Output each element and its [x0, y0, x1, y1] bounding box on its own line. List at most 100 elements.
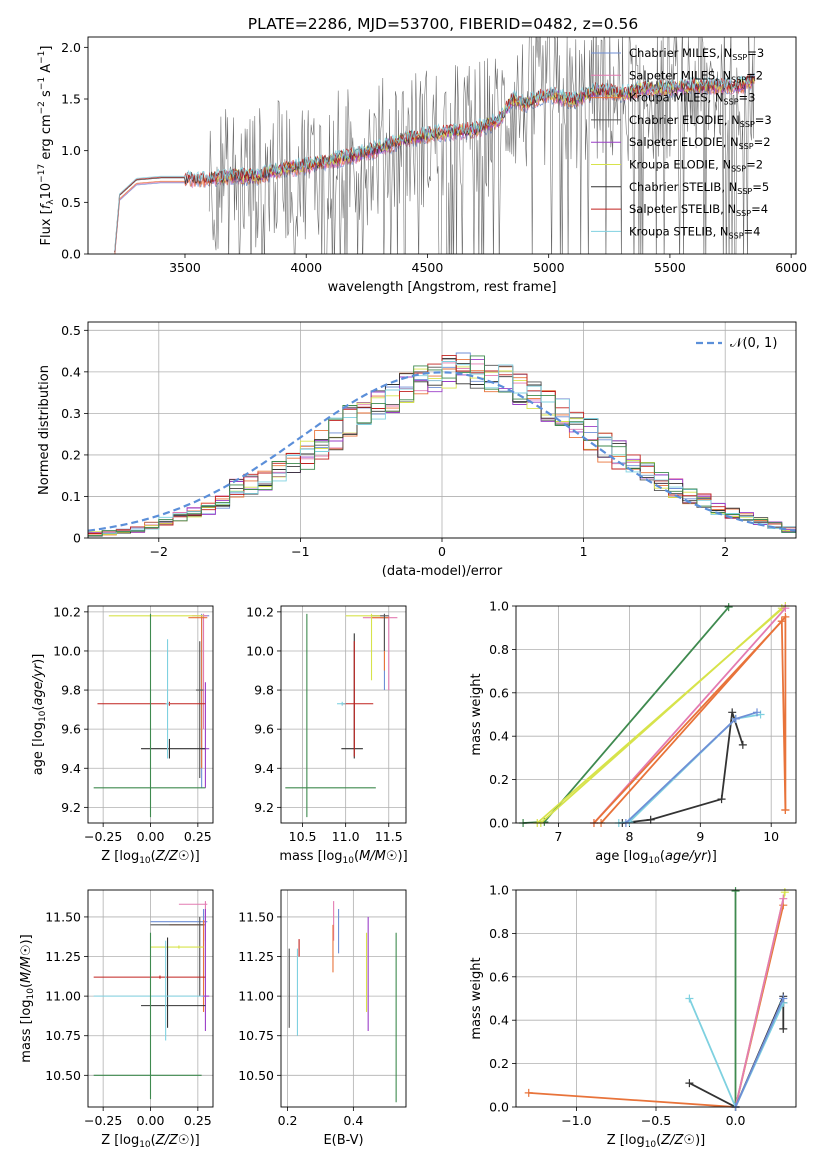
series-marker	[728, 708, 737, 717]
x-tick-label: 0.4	[343, 1113, 363, 1128]
legend-label: Chabrier ELODIE, NSSP=3	[629, 113, 772, 129]
axes-frame	[87, 36, 797, 255]
y-axis-label: age [log10(age/yr)]	[31, 654, 48, 776]
series-marker	[779, 1024, 788, 1033]
y-tick-label: 0.0	[61, 247, 81, 262]
series-marker	[738, 740, 747, 749]
y-tick-label: 9.6	[61, 722, 81, 737]
series-marker	[756, 710, 765, 719]
y-tick-label: 9.4	[61, 761, 81, 776]
y-tick-label: 10.75	[238, 1028, 274, 1043]
mass-weight-vs-age-panel: 7 8 9 10 0.0 0.2 0.4 0.6 0.8 1.0 age [log10(age/yr…	[469, 599, 797, 866]
x-tick-label: 0.25	[184, 1113, 212, 1128]
series-marker	[717, 795, 726, 804]
legend-label: Salpeter ELODIE, NSSP=2	[629, 135, 771, 151]
y-tick-label: 0.2	[61, 447, 81, 462]
y-axis-label: Flux [fλ10−17 erg cm−2 s−1 A−1]	[37, 46, 56, 246]
y-tick-label: 0.8	[489, 926, 509, 941]
legend-label: Chabrier MILES, NSSP=3	[629, 46, 764, 62]
x-tick-label: 0	[438, 544, 446, 559]
y-axis-label: mass [log10(M/M☉)]	[19, 934, 36, 1062]
y-tick-label: 0.5	[61, 323, 81, 338]
legend-label: Kroupa STELIB, NSSP=4	[629, 224, 760, 240]
series-marker	[781, 805, 790, 814]
y-tick-label: 10.0	[246, 643, 274, 658]
x-tick-label: −0.5	[641, 1113, 671, 1128]
x-tick-label: 7	[555, 829, 563, 844]
y-tick-label: 10.2	[246, 604, 274, 619]
y-tick-label: 11.25	[238, 949, 274, 964]
errorbars	[285, 613, 398, 818]
y-tick-label: 0.3	[61, 406, 81, 421]
x-tick-label: 1	[580, 544, 588, 559]
mass-vs-metallicity-panel: −0.25 0.00 0.25 10.50 10.75 11.00 11.25 11.50 Z …	[19, 889, 214, 1150]
x-tick-label: 0.00	[137, 829, 165, 844]
y-tick-label: 11.00	[238, 989, 274, 1004]
x-tick-label: 4000	[290, 260, 322, 275]
x-tick-label: 0.25	[184, 829, 212, 844]
y-tick-label: 0.4	[61, 364, 81, 379]
legend-label: Kroupa ELODIE, NSSP=2	[629, 158, 763, 174]
y-tick-label: 9.2	[61, 800, 81, 815]
x-tick-label: 0.2	[278, 1113, 298, 1128]
y-tick-label: 0.2	[489, 772, 509, 787]
y-tick-label: 0.5	[61, 195, 81, 210]
legend-label: Chabrier STELIB, NSSP=5	[629, 180, 769, 196]
series-marker	[646, 815, 655, 824]
x-tick-label: −1.0	[561, 1113, 591, 1128]
y-tick-label: 10.2	[53, 604, 81, 619]
axes-frame	[515, 605, 797, 824]
series-lines	[524, 887, 789, 1111]
x-tick-label: 2	[721, 544, 729, 559]
x-tick-label: 3500	[169, 260, 201, 275]
x-tick-label: 0.00	[137, 1113, 165, 1128]
series-line-chabrier-miles	[734, 998, 785, 1108]
series-marker	[781, 612, 790, 621]
y-tick-label: 0.4	[489, 1013, 509, 1028]
legend-label: 𝒩(0, 1)	[730, 336, 777, 351]
y-tick-label: 10.50	[238, 1068, 274, 1083]
series-marker	[779, 994, 788, 1003]
legend-label: Kroupa MILES, NSSP=3	[629, 91, 755, 107]
y-tick-label: 9.6	[254, 722, 274, 737]
x-axis-label: E(B-V)	[323, 1133, 363, 1148]
spectrum-lines	[114, 37, 756, 254]
y-tick-label: 11.50	[45, 909, 81, 924]
series-marker	[731, 887, 740, 896]
y-axis-label: mass weight	[469, 957, 484, 1039]
age-vs-mass-panel: 10.5 11.0 11.5 9.2 9.4 9.6 9.8 10.0 10.2 mass [lo…	[246, 604, 408, 866]
x-axis-label: (data-model)/error	[382, 564, 503, 579]
series-marker	[779, 894, 788, 903]
y-tick-label: 0	[73, 531, 81, 546]
x-tick-label: 5500	[654, 260, 686, 275]
y-tick-label: 9.4	[254, 761, 274, 776]
axes-frame	[515, 889, 797, 1108]
axes-frame	[87, 605, 214, 824]
axes-frame	[87, 321, 797, 539]
series-marker	[685, 1079, 694, 1088]
x-tick-label: 5000	[533, 260, 565, 275]
y-tick-label: 10.0	[53, 643, 81, 658]
y-tick-label: 1.0	[489, 883, 509, 898]
y-axis-label: mass weight	[469, 673, 484, 755]
y-tick-label: 2.0	[61, 40, 81, 55]
x-tick-label: −1	[291, 544, 309, 559]
y-tick-label: 1.5	[61, 92, 81, 107]
y-tick-label: 0.4	[489, 729, 509, 744]
x-tick-label: −2	[150, 544, 168, 559]
x-axis-label: wavelength [Angstrom, rest frame]	[328, 280, 557, 295]
histogram-green	[88, 355, 796, 538]
y-tick-label: 0.0	[489, 816, 509, 831]
y-tick-label: 11.00	[45, 989, 81, 1004]
y-tick-label: 0.6	[489, 969, 509, 984]
x-tick-label: 0.0	[726, 1113, 746, 1128]
x-tick-label: 9	[696, 829, 704, 844]
y-axis-label: Normed distribution	[37, 365, 52, 495]
histograms	[88, 352, 796, 538]
x-tick-label: 10.5	[289, 829, 317, 844]
x-axis-label: mass [log10(M/M☉)]	[279, 849, 407, 866]
x-tick-label: 4500	[412, 260, 444, 275]
x-tick-label: 10	[763, 829, 779, 844]
legend-label: Salpeter MILES, NSSP=2	[629, 68, 763, 84]
